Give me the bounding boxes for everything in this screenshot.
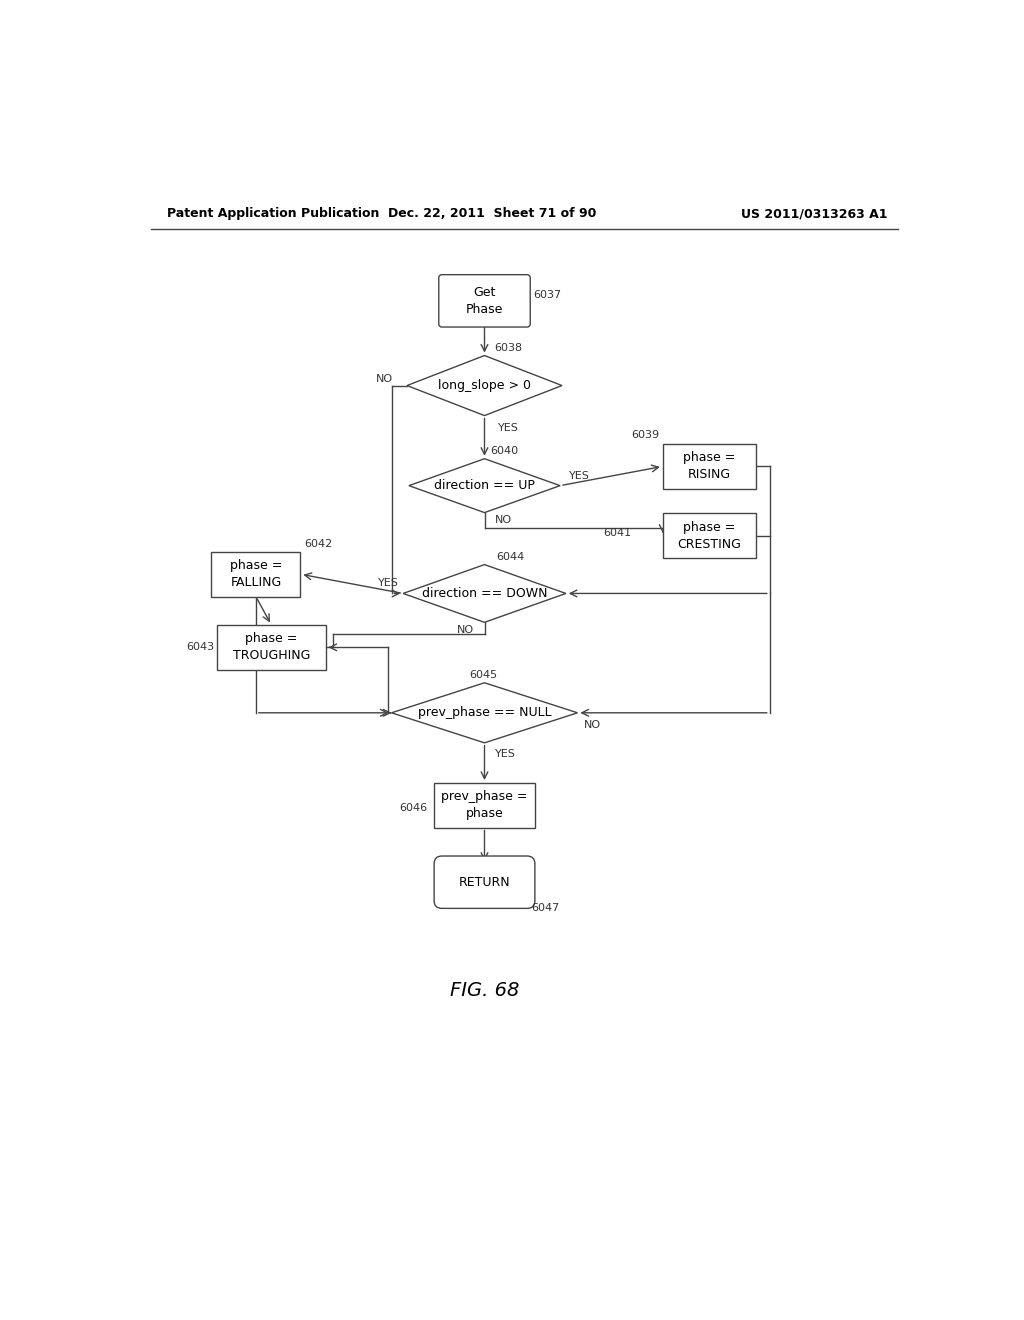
Polygon shape: [409, 459, 560, 512]
Text: 6043: 6043: [186, 643, 214, 652]
Polygon shape: [407, 355, 562, 416]
Text: Patent Application Publication: Patent Application Publication: [167, 207, 379, 220]
Bar: [434, 783, 535, 828]
Bar: [211, 552, 300, 597]
Text: 6038: 6038: [494, 343, 522, 352]
Text: YES: YES: [496, 748, 516, 759]
Text: 6042: 6042: [304, 539, 333, 549]
Text: prev_phase =
phase: prev_phase = phase: [441, 791, 527, 820]
Text: US 2011/0313263 A1: US 2011/0313263 A1: [741, 207, 888, 220]
Text: 6046: 6046: [399, 804, 427, 813]
FancyBboxPatch shape: [438, 275, 530, 327]
Text: FIG. 68: FIG. 68: [450, 981, 519, 999]
Text: phase =
FALLING: phase = FALLING: [229, 560, 282, 589]
Polygon shape: [403, 565, 566, 622]
Text: Get
Phase: Get Phase: [466, 286, 503, 315]
Text: 6039: 6039: [631, 430, 658, 440]
Bar: [217, 626, 326, 669]
Bar: [663, 513, 756, 558]
Polygon shape: [391, 682, 578, 743]
Text: prev_phase == NULL: prev_phase == NULL: [418, 706, 551, 719]
Text: Dec. 22, 2011  Sheet 71 of 90: Dec. 22, 2011 Sheet 71 of 90: [388, 207, 596, 220]
Text: 6037: 6037: [534, 289, 561, 300]
Text: NO: NO: [457, 626, 474, 635]
Text: 6047: 6047: [531, 903, 559, 913]
Text: long_slope > 0: long_slope > 0: [438, 379, 531, 392]
Text: phase =
RISING: phase = RISING: [683, 451, 735, 482]
Text: 6041: 6041: [603, 528, 632, 537]
Text: 6044: 6044: [496, 552, 524, 562]
Text: YES: YES: [569, 471, 590, 482]
Text: NO: NO: [584, 721, 601, 730]
Text: RETURN: RETURN: [459, 875, 510, 888]
Text: 6040: 6040: [490, 446, 519, 455]
FancyBboxPatch shape: [434, 855, 535, 908]
Text: phase =
CRESTING: phase = CRESTING: [677, 520, 741, 550]
Text: phase =
TROUGHING: phase = TROUGHING: [232, 632, 310, 663]
Text: NO: NO: [496, 515, 512, 525]
Text: YES: YES: [379, 578, 399, 587]
Text: YES: YES: [499, 422, 519, 433]
Text: direction == UP: direction == UP: [434, 479, 535, 492]
Text: direction == DOWN: direction == DOWN: [422, 587, 547, 601]
Text: NO: NO: [376, 375, 393, 384]
Text: 6045: 6045: [469, 671, 497, 680]
Bar: [663, 444, 756, 488]
